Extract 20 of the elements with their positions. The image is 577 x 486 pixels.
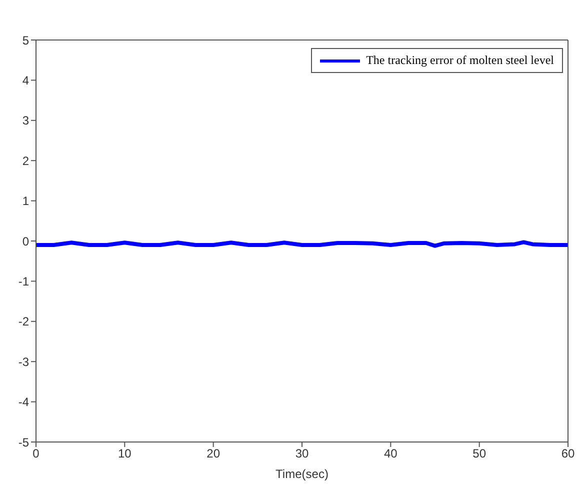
legend-label: The tracking error of molten steel level (366, 53, 554, 68)
x-axis-title: Time(sec) (276, 467, 328, 481)
y-tick-label: -4 (18, 395, 30, 410)
y-tick-label: 3 (22, 114, 30, 128)
y-tick-label: 0 (22, 234, 30, 248)
x-tick-label: 20 (206, 446, 220, 461)
x-tick-label: 0 (32, 446, 40, 461)
y-tick-label: -5 (18, 435, 30, 450)
x-tick-label: 40 (384, 446, 398, 461)
y-tick-label: 4 (22, 73, 30, 88)
x-tick-label: 30 (295, 446, 309, 461)
y-tick-label: 1 (22, 194, 30, 208)
y-tick-label: -3 (18, 354, 30, 369)
y-tick-label: 5 (22, 33, 30, 48)
y-tick-label: -2 (18, 314, 30, 329)
y-tick-label: -1 (18, 274, 30, 288)
y-tick-label: 2 (22, 154, 30, 168)
x-tick-label: 60 (561, 446, 575, 461)
x-tick-label: 50 (472, 446, 486, 461)
x-tick-label: 10 (118, 446, 132, 461)
